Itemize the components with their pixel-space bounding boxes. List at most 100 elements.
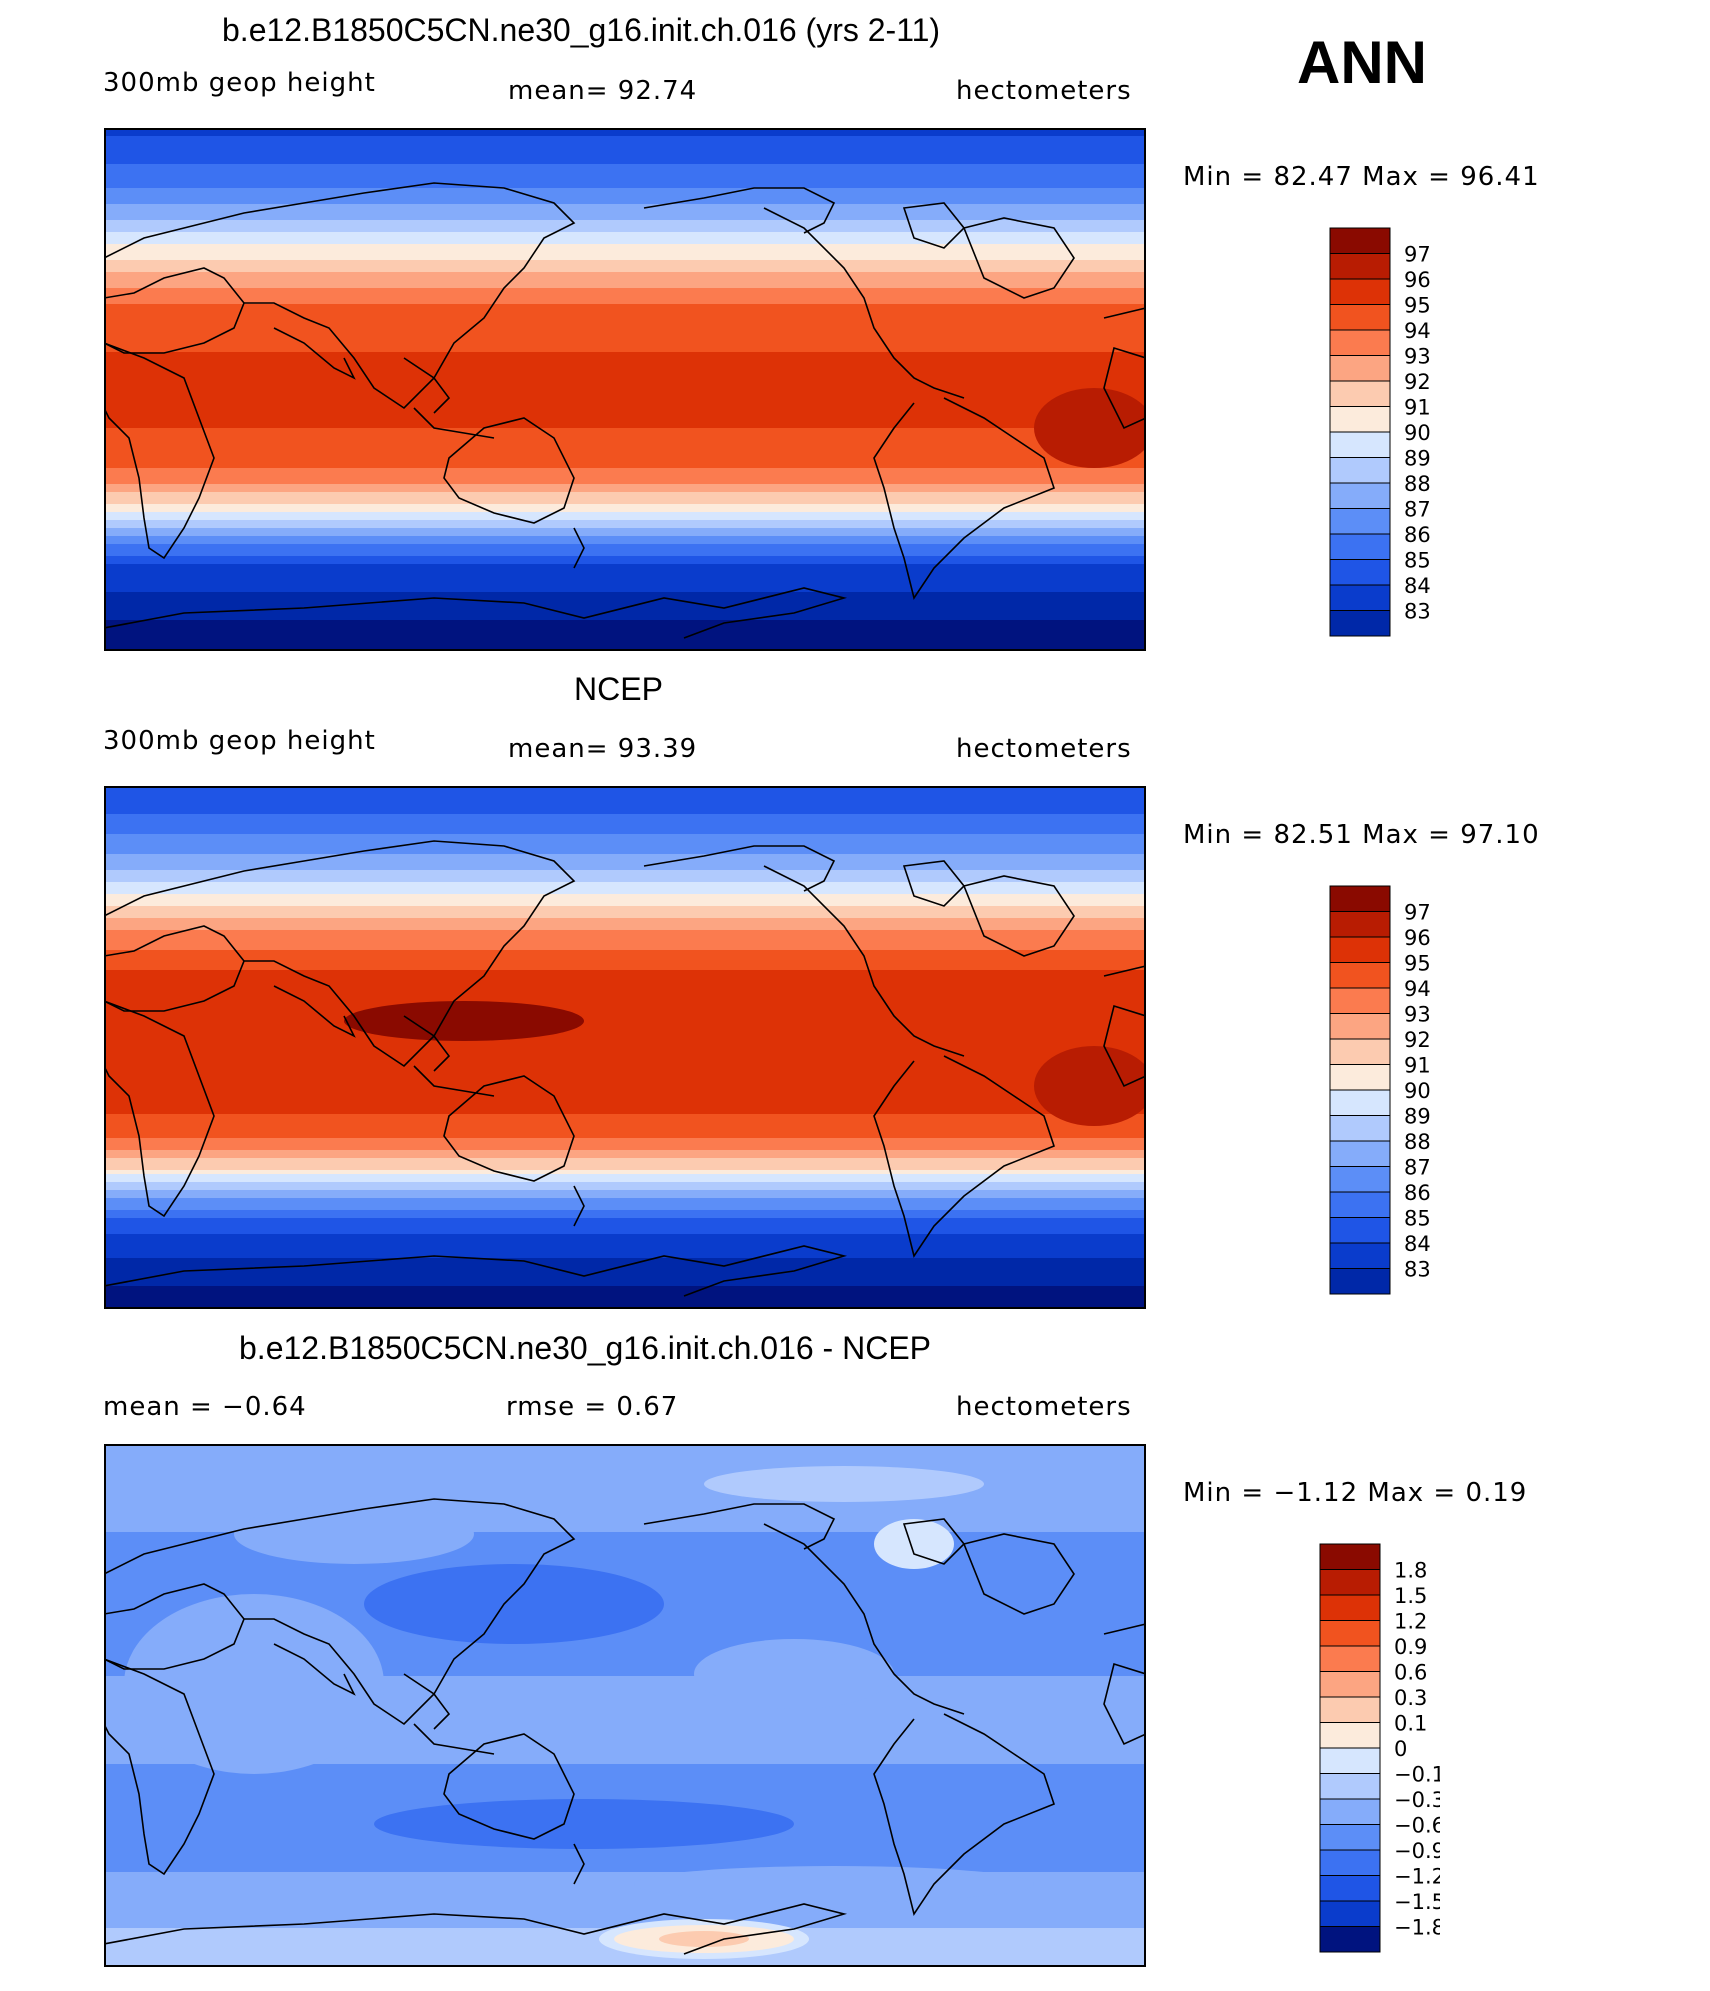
field-band <box>104 1102 1146 1107</box>
coastline <box>104 1498 576 1726</box>
field-band <box>104 1178 1146 1183</box>
colorbar-box <box>1329 304 1391 331</box>
field-band <box>104 576 1146 581</box>
field-band <box>104 886 1146 891</box>
field-band <box>104 408 1146 413</box>
field-band <box>104 1174 1146 1179</box>
colorbar-tick-label: 85 <box>1404 549 1431 573</box>
colorbar-box <box>1329 610 1391 637</box>
field-band <box>104 592 1146 597</box>
panel-1-frame <box>104 128 1146 651</box>
field-band <box>104 1066 1146 1071</box>
field-band <box>104 1294 1146 1299</box>
field-band <box>104 1560 1146 1565</box>
field-band <box>104 300 1146 305</box>
colorbar-tick-label: 88 <box>1404 472 1431 496</box>
field-band <box>104 344 1146 349</box>
field-band <box>104 392 1146 397</box>
field-band <box>104 284 1146 289</box>
field-band <box>104 476 1146 481</box>
field-band <box>104 1728 1146 1733</box>
field-band <box>104 998 1146 1003</box>
colorbar-box <box>1319 1696 1381 1723</box>
colorbar-tick-label: 84 <box>1404 574 1431 598</box>
field-band <box>104 1920 1146 1925</box>
field-band <box>104 152 1146 157</box>
field-band <box>104 1198 1146 1203</box>
field-band <box>104 1760 1146 1765</box>
field-band <box>104 580 1146 585</box>
field-band <box>104 528 1146 533</box>
field-band <box>104 308 1146 313</box>
field-band <box>104 1202 1146 1207</box>
field-band <box>104 320 1146 325</box>
field-band <box>104 600 1146 605</box>
field-band <box>104 794 1146 799</box>
coastline <box>1103 346 1146 430</box>
field-band <box>104 508 1146 513</box>
coastline <box>902 202 966 249</box>
colorbar-tick-label: 94 <box>1404 319 1431 343</box>
field-band <box>104 500 1146 505</box>
field-band <box>104 1460 1146 1465</box>
field-band <box>104 918 1146 923</box>
panel-3-map <box>104 1444 1146 1967</box>
field-band <box>104 468 1146 473</box>
field-band <box>104 480 1146 485</box>
field-band <box>104 412 1146 417</box>
colorbar-tick-label: 0.6 <box>1394 1661 1427 1685</box>
field-band <box>104 464 1146 469</box>
field-band <box>104 1748 1146 1753</box>
field-band <box>104 612 1146 617</box>
field-band <box>104 1796 1146 1801</box>
colorbar-box <box>1319 1798 1381 1825</box>
field-band <box>104 1644 1146 1649</box>
field-band <box>104 1900 1146 1905</box>
field-band <box>104 396 1146 401</box>
colorbar-box <box>1319 1594 1381 1621</box>
field-band <box>104 1002 1146 1007</box>
field-band <box>104 504 1146 509</box>
colorbar-tick-label: 91 <box>1404 396 1431 420</box>
panel-3-frame <box>104 1444 1146 1967</box>
colorbar-box <box>1319 1543 1381 1570</box>
field-band <box>104 216 1146 221</box>
field-band <box>104 312 1146 317</box>
coastline <box>643 1503 836 1550</box>
field-band <box>104 352 1146 357</box>
colorbar-tick-label: 86 <box>1404 1181 1431 1205</box>
field-band <box>104 1520 1146 1525</box>
field-band <box>104 1544 1146 1549</box>
field-band <box>104 212 1146 217</box>
field-band <box>104 854 1146 859</box>
field-band <box>104 1472 1146 1477</box>
colorbar-box <box>1329 508 1391 535</box>
panel-2-frame <box>104 786 1146 1309</box>
colorbar-tick-label: 85 <box>1404 1207 1431 1231</box>
field-band <box>104 1720 1146 1725</box>
field-band <box>104 224 1146 229</box>
field-band <box>104 1250 1146 1255</box>
coastline <box>443 1733 575 1840</box>
field-band <box>104 520 1146 525</box>
colorbar-tick-label: 95 <box>1404 952 1431 976</box>
colorbar-box <box>1319 1645 1381 1672</box>
field-band <box>104 128 1146 133</box>
field-band <box>104 1042 1146 1047</box>
field-band <box>104 1126 1146 1131</box>
field-band <box>104 830 1146 835</box>
colorbar-tick-label: −1.8 <box>1394 1916 1440 1940</box>
colorbar-box <box>1329 1191 1391 1218</box>
field-band <box>104 1572 1146 1577</box>
colorbar-box <box>1329 1038 1391 1065</box>
colorbar-box <box>1329 329 1391 356</box>
field-band <box>104 404 1146 409</box>
field-band <box>104 1668 1146 1673</box>
field-band <box>104 1868 1146 1873</box>
field-band <box>104 1508 1146 1513</box>
colorbar-tick-label: 96 <box>1404 926 1431 950</box>
coastline <box>962 875 1075 957</box>
field-band <box>104 140 1146 145</box>
colorbar-tick-label: 93 <box>1404 345 1431 369</box>
colorbar-tick-label: 97 <box>1404 901 1431 925</box>
